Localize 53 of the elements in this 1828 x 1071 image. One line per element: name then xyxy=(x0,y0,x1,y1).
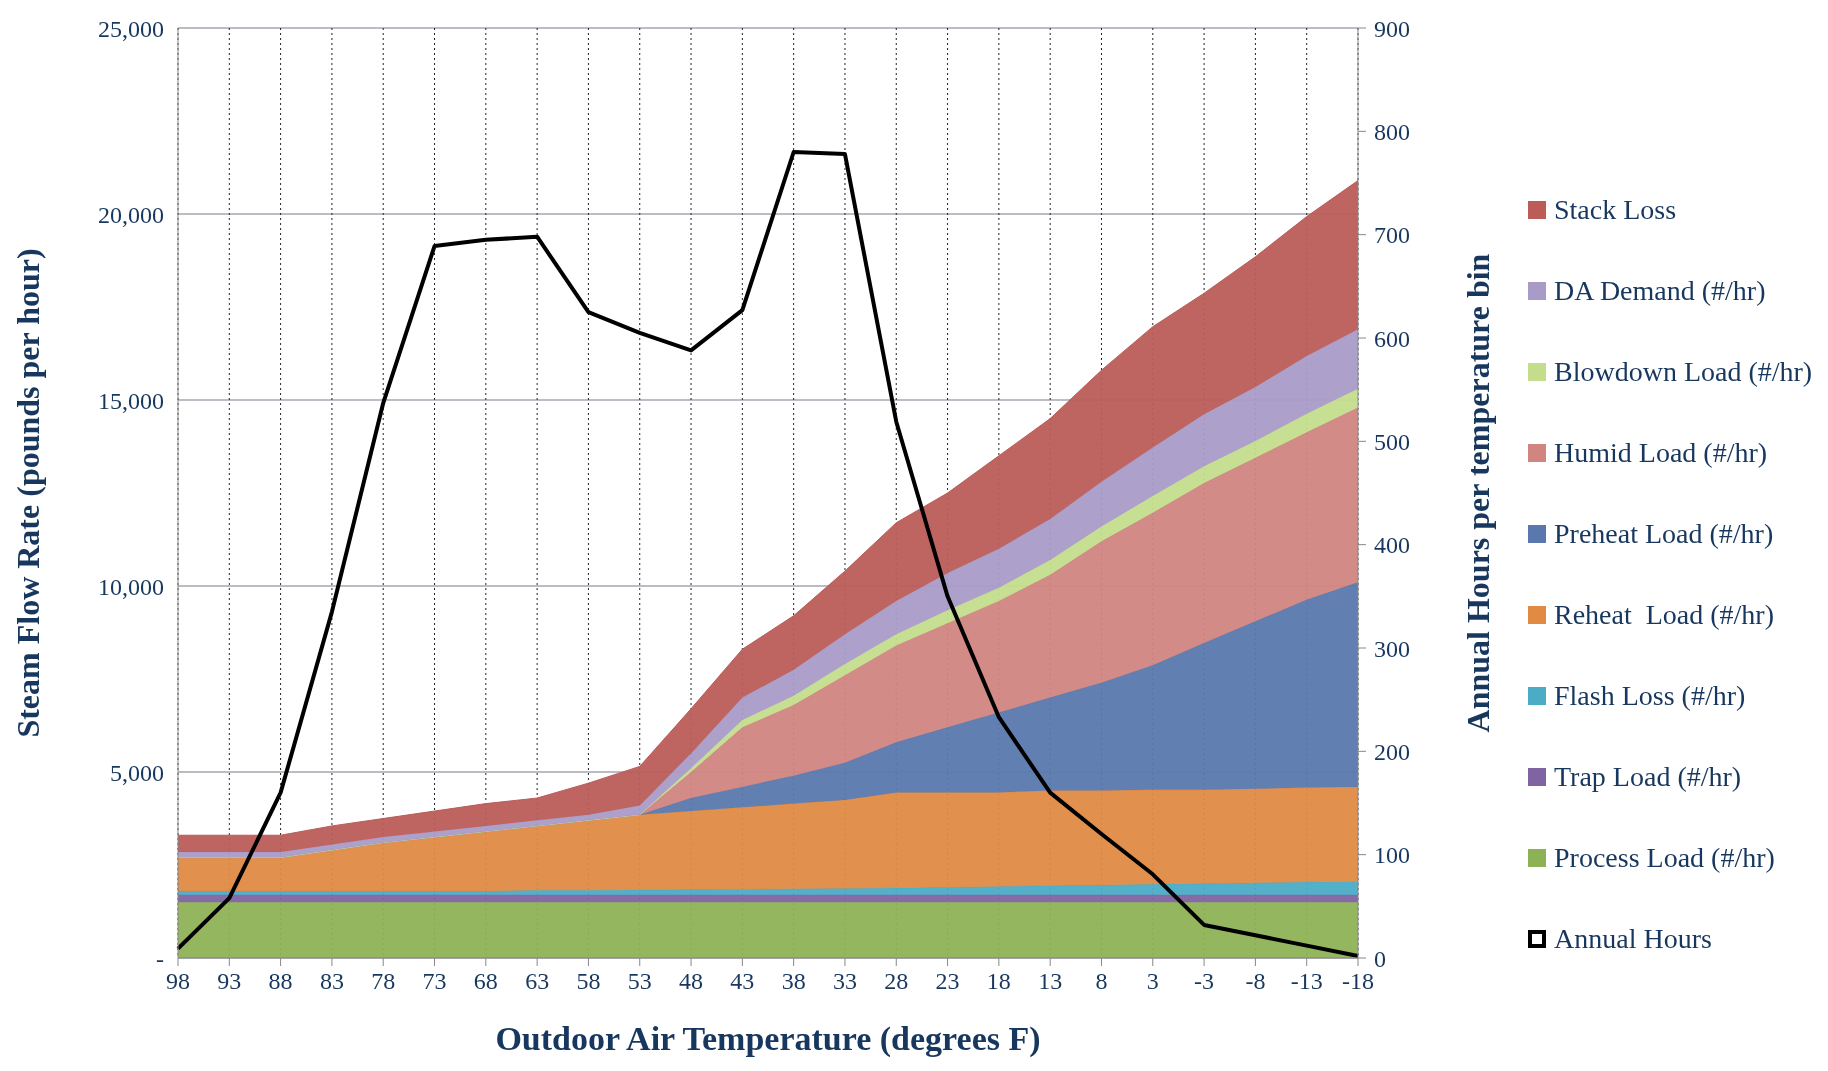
x-tick-label: 48 xyxy=(679,968,704,995)
y-tick-label: - xyxy=(156,945,164,972)
x-tick-label: -8 xyxy=(1245,968,1266,995)
y2-tick-label: 900 xyxy=(1374,15,1410,42)
x-tick-label: -3 xyxy=(1194,968,1215,995)
x-tick-label: 68 xyxy=(473,968,498,995)
x-tick-label: -18 xyxy=(1342,968,1374,995)
y2-tick-label: 600 xyxy=(1374,325,1410,352)
y2-tick-label: 800 xyxy=(1374,118,1410,145)
y-tick-label: 20,000 xyxy=(98,201,164,228)
y2-tick-label: 400 xyxy=(1374,532,1410,559)
y-axis-title: Steam Flow Rate (pounds per hour) xyxy=(10,248,47,738)
x-tick-label: 73 xyxy=(422,968,447,995)
legend-label: Flash Loss (#/hr) xyxy=(1554,679,1746,713)
x-tick-label: 13 xyxy=(1038,968,1063,995)
x-tick-label: 3 xyxy=(1146,968,1159,995)
y-tick-label: 25,000 xyxy=(98,15,164,42)
legend-label: Blowdown Load (#/hr) xyxy=(1554,355,1813,389)
y2-tick-label: 100 xyxy=(1374,842,1410,869)
x-tick-label: 53 xyxy=(627,968,652,995)
legend-label: Stack Loss xyxy=(1554,193,1677,227)
x-tick-label: 33 xyxy=(832,968,857,995)
legend-label: Reheat Load (#/hr) xyxy=(1554,598,1775,632)
y2-tick-label: 200 xyxy=(1374,738,1410,765)
x-tick-label: 88 xyxy=(268,968,293,995)
x-tick-label: 43 xyxy=(730,968,755,995)
y-tick-label: 10,000 xyxy=(98,573,164,600)
y2-axis-title: Annual Hours per temperature bin xyxy=(1460,253,1497,733)
legend-label: Process Load (#/hr) xyxy=(1554,841,1775,875)
y-tick-label: 15,000 xyxy=(98,387,164,414)
x-tick-label: 78 xyxy=(371,968,396,995)
x-tick-label: 8 xyxy=(1095,968,1108,995)
x-tick-label: 93 xyxy=(217,968,242,995)
x-tick-label: 18 xyxy=(986,968,1011,995)
x-tick-label: 38 xyxy=(781,968,806,995)
y2-tick-label: 0 xyxy=(1374,945,1386,972)
x-tick-label: 63 xyxy=(525,968,550,995)
y2-tick-label: 500 xyxy=(1374,428,1410,455)
x-tick-label: 98 xyxy=(166,968,190,995)
legend-label: Preheat Load (#/hr) xyxy=(1554,517,1774,551)
legend-label: DA Demand (#/hr) xyxy=(1554,274,1766,308)
y2-tick-label: 700 xyxy=(1374,222,1410,249)
x-tick-label: 83 xyxy=(319,968,344,995)
x-axis-title: Outdoor Air Temperature (degrees F) xyxy=(495,1020,1041,1058)
legend-label: Annual Hours xyxy=(1554,922,1712,956)
legend-label: Trap Load (#/hr) xyxy=(1554,760,1742,794)
legend-label: Humid Load (#/hr) xyxy=(1554,436,1768,470)
x-tick-label: 28 xyxy=(884,968,909,995)
y2-tick-label: 300 xyxy=(1374,635,1410,662)
x-tick-label: -13 xyxy=(1290,968,1323,995)
x-tick-label: 23 xyxy=(935,968,960,995)
x-tick-label: 58 xyxy=(576,968,601,995)
y-tick-label: 5,000 xyxy=(110,759,164,786)
